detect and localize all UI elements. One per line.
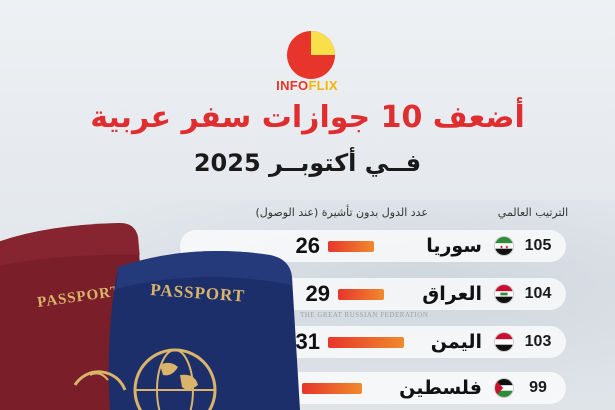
chart-bar (338, 289, 384, 300)
passports-illustration: PASSPORT PASSPORT (0, 223, 300, 410)
country-name: العراق (422, 283, 482, 305)
svg-text:★: ★ (500, 244, 504, 250)
chart-bar (328, 337, 404, 348)
page-title: أضعف 10 جوازات سفر عربية (90, 100, 525, 135)
blue-passport-icon: PASSPORT (108, 251, 300, 410)
syria-flag-icon: ★ ★ (494, 236, 514, 256)
visa-free-count: 31 (295, 329, 320, 354)
visa-free-count: 26 (295, 233, 320, 258)
brand-name: INFOFLIX (262, 78, 352, 94)
globe-icon (133, 348, 217, 410)
chart-bar (302, 383, 362, 394)
brand-part-flix: FLIX (308, 78, 338, 93)
country-name: فلسطين (399, 377, 482, 399)
rank-value: 103 (524, 333, 552, 350)
page-subtitle: فــي أكتوبــر 2025 (193, 149, 422, 177)
column-header-rank: الترتيب العالمي (497, 206, 569, 219)
red-passport-globe-icon (73, 370, 127, 391)
table-row: 105 ★ ★ سوريا 26 (180, 230, 566, 262)
chart-bar (328, 241, 374, 252)
palestine-flag-icon (494, 378, 514, 398)
svg-text:★: ★ (505, 244, 509, 250)
map-watermark: THE GREAT RUSSIAN FEDERATION (300, 311, 429, 319)
iraq-flag-icon (494, 284, 514, 304)
rank-value: 104 (524, 285, 552, 302)
visa-free-count: 29 (305, 281, 330, 306)
rank-value: 99 (529, 379, 547, 396)
country-name: اليمن (430, 331, 482, 353)
column-header-visa-free: عدد الدول بدون تأشيرة (عند الوصول) (255, 206, 428, 219)
rank-value: 105 (524, 237, 552, 254)
infoflix-logo-icon (287, 31, 335, 79)
yemen-flag-icon (494, 332, 514, 352)
brand-part-info: INFO (276, 78, 309, 93)
country-name: سوريا (426, 235, 482, 257)
